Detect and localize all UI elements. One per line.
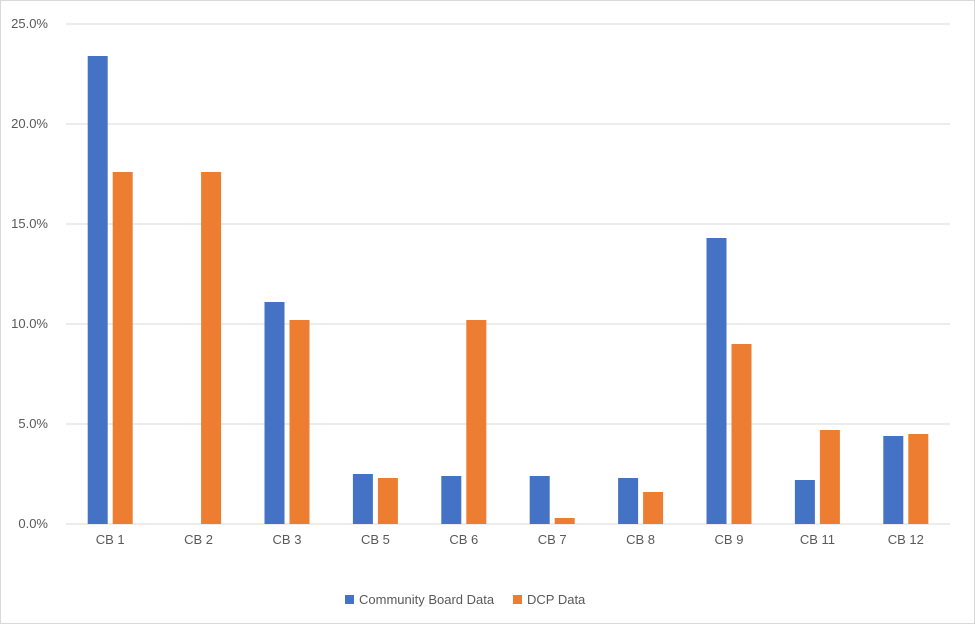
- y-tick-label: 10.0%: [11, 316, 48, 331]
- bar: [883, 436, 904, 524]
- bar: [352, 474, 373, 524]
- x-tick-label: CB 11: [800, 532, 835, 547]
- bar: [554, 518, 575, 524]
- x-tick-label: CB 3: [273, 532, 302, 547]
- y-tick-label: 0.0%: [18, 516, 48, 531]
- x-tick-label: CB 6: [449, 532, 478, 547]
- x-tick-label: CB 9: [715, 532, 744, 547]
- bar: [466, 320, 487, 524]
- x-tick-label: CB 8: [626, 532, 655, 547]
- legend-label: Community Board Data: [359, 592, 495, 607]
- x-tick-label: CB 1: [96, 532, 125, 547]
- bar: [441, 476, 462, 524]
- bar: [643, 492, 664, 524]
- legend-swatch: [513, 595, 522, 604]
- bar: [377, 478, 398, 524]
- x-tick-label: CB 12: [888, 532, 924, 547]
- x-tick-label: CB 5: [361, 532, 390, 547]
- y-tick-label: 25.0%: [11, 16, 48, 31]
- x-tick-label: CB 2: [184, 532, 213, 547]
- bar: [264, 302, 285, 524]
- y-tick-label: 15.0%: [11, 216, 48, 231]
- bar: [794, 480, 815, 524]
- bar: [289, 320, 310, 524]
- x-tick-label: CB 7: [538, 532, 567, 547]
- legend-swatch: [345, 595, 354, 604]
- bar: [112, 172, 133, 524]
- bar: [908, 434, 929, 524]
- bar: [731, 344, 752, 524]
- bar: [618, 478, 639, 524]
- bar: [87, 56, 108, 524]
- legend-label: DCP Data: [527, 592, 586, 607]
- bar: [201, 172, 222, 524]
- y-tick-label: 20.0%: [11, 116, 48, 131]
- bar: [706, 238, 727, 524]
- y-tick-label: 5.0%: [18, 416, 48, 431]
- bar: [529, 476, 550, 524]
- bar: [819, 430, 840, 524]
